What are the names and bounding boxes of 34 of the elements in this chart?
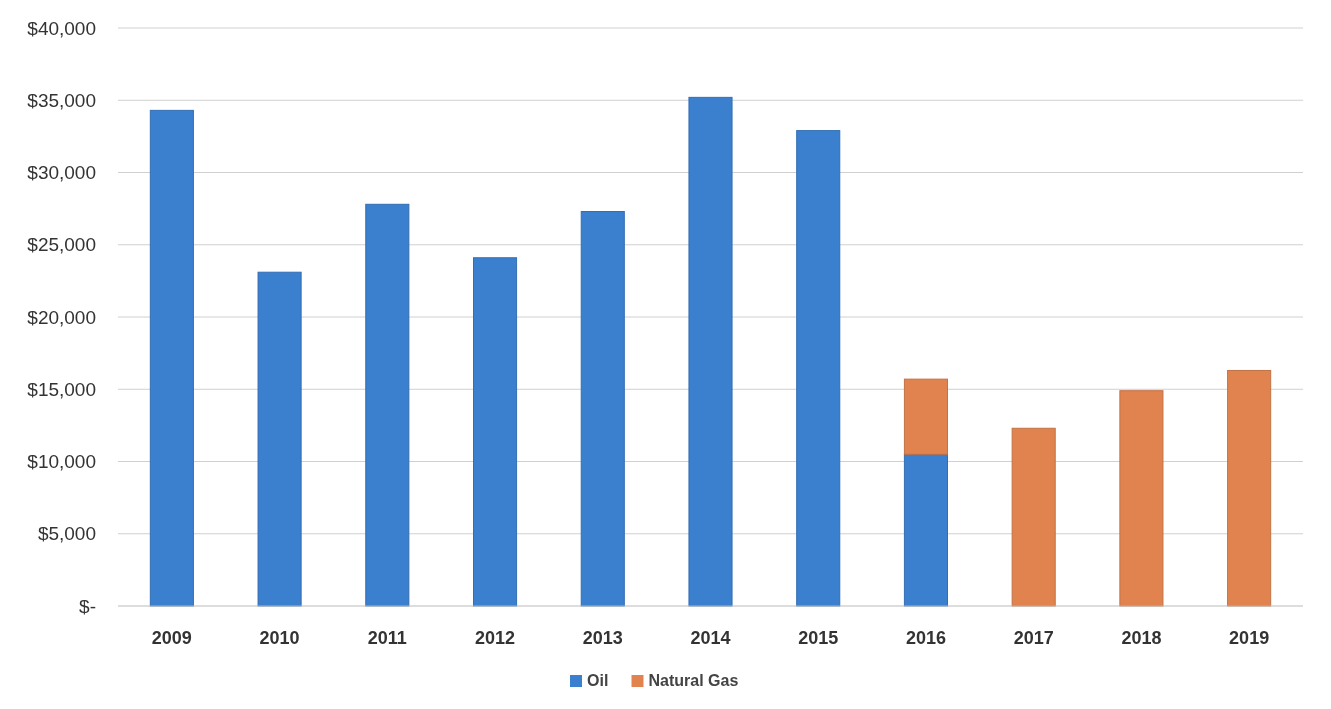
- x-tick-label: 2019: [1229, 628, 1270, 648]
- bar: [903, 378, 948, 455]
- y-tick-label: $5,000: [37, 523, 96, 545]
- y-tick-label: $-: [79, 595, 96, 617]
- bar: [580, 211, 625, 607]
- bar: [1227, 369, 1272, 607]
- x-tick-label: 2009: [151, 628, 192, 648]
- bar: [1119, 390, 1164, 607]
- bar: [903, 453, 948, 607]
- bar: [688, 96, 733, 607]
- y-tick-label: $25,000: [27, 234, 96, 256]
- x-tick-label: 2016: [905, 628, 946, 648]
- y-tick-label: $15,000: [27, 378, 96, 400]
- y-tick-label: $35,000: [27, 89, 96, 111]
- y-tick-label: $30,000: [27, 162, 96, 184]
- legend-label: Natural Gas: [648, 672, 739, 689]
- y-tick-label: $20,000: [27, 306, 96, 328]
- x-tick-label: 2018: [1121, 628, 1162, 648]
- x-tick-label: 2017: [1013, 628, 1054, 648]
- bar: [365, 203, 410, 607]
- bar: [796, 130, 841, 607]
- legend-label: Oil: [587, 672, 609, 689]
- x-tick-label: 2014: [690, 628, 731, 648]
- x-tick-label: 2013: [582, 628, 623, 648]
- x-tick-label: 2010: [259, 628, 300, 648]
- x-tick-label: 2015: [798, 628, 839, 648]
- y-tick-label: $40,000: [27, 17, 96, 39]
- bar: [1011, 427, 1056, 607]
- bar: [257, 271, 302, 607]
- x-tick-label: 2011: [367, 628, 407, 648]
- y-tick-label: $10,000: [27, 451, 96, 473]
- x-tick-label: 2012: [475, 628, 516, 648]
- bar: [473, 257, 518, 607]
- bar: [149, 109, 194, 607]
